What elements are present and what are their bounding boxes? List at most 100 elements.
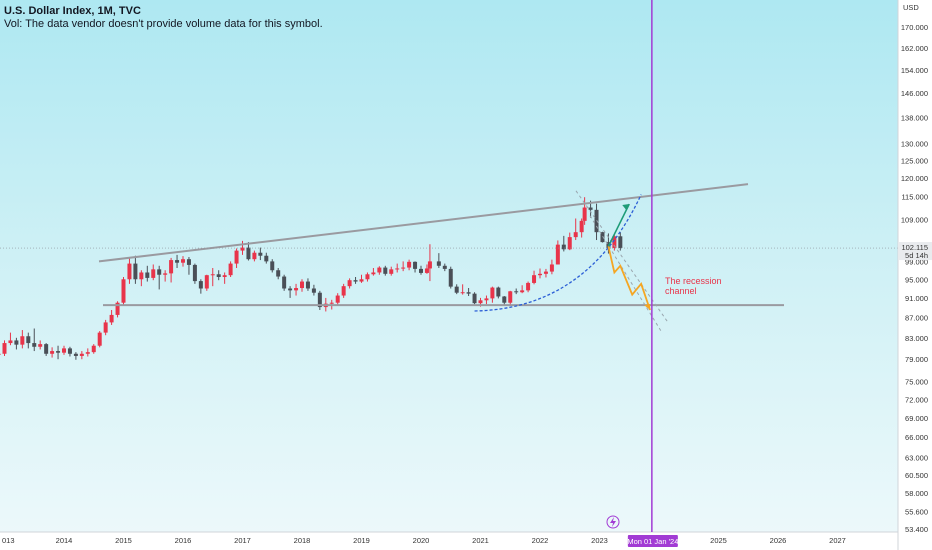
svg-text:5d 14h: 5d 14h bbox=[905, 251, 928, 260]
candle bbox=[347, 278, 352, 289]
candle bbox=[139, 270, 144, 287]
candle bbox=[288, 286, 293, 298]
x-tick-label: 2018 bbox=[294, 536, 311, 545]
candle bbox=[157, 265, 162, 290]
candle bbox=[264, 252, 269, 264]
candle bbox=[121, 276, 126, 306]
candle bbox=[133, 255, 138, 284]
candle bbox=[175, 254, 180, 269]
y-tick-label: 66.000 bbox=[905, 433, 928, 442]
projection-arrow-head bbox=[644, 303, 651, 310]
symbol-title[interactable]: U.S. Dollar Index, 1M, TVC bbox=[4, 5, 141, 17]
x-tick-label: 2017 bbox=[234, 536, 251, 545]
candle bbox=[294, 283, 299, 296]
y-tick-label: 154.000 bbox=[901, 66, 928, 75]
candle bbox=[532, 270, 537, 285]
y-tick-label: 120.000 bbox=[901, 174, 928, 183]
candle bbox=[579, 218, 584, 238]
candle bbox=[353, 276, 358, 284]
candle bbox=[169, 257, 174, 283]
x-tick-label: 013 bbox=[2, 536, 15, 545]
candle bbox=[186, 257, 191, 275]
candle bbox=[50, 347, 55, 358]
candle bbox=[234, 248, 239, 269]
candle bbox=[582, 197, 587, 225]
candle bbox=[490, 286, 495, 303]
y-tick-label: 58.000 bbox=[905, 489, 928, 498]
x-tick-label: 2014 bbox=[56, 536, 73, 545]
bullish-arrow-head bbox=[622, 204, 630, 211]
y-axis[interactable]: USD 53.400 55.600 58.000 60.500 63.000 66.000 6… bbox=[897, 0, 932, 550]
candle bbox=[365, 272, 370, 282]
y-tick-label: 79.000 bbox=[905, 355, 928, 364]
candle bbox=[567, 232, 572, 251]
candle bbox=[44, 343, 49, 356]
recession-annotation: The recession channel bbox=[665, 276, 722, 296]
candle bbox=[115, 301, 120, 318]
candle bbox=[276, 268, 281, 280]
candle bbox=[514, 288, 519, 295]
y-tick-label: 83.000 bbox=[905, 334, 928, 343]
lightning-icon[interactable] bbox=[606, 515, 620, 529]
candle bbox=[460, 284, 465, 295]
y-tick-label: 99.000 bbox=[905, 257, 928, 266]
candle bbox=[618, 232, 623, 251]
crosshair-date-label: Mon 01 Jan '24 bbox=[627, 535, 678, 547]
y-tick-label: 91.000 bbox=[905, 294, 928, 303]
candle bbox=[216, 270, 221, 281]
x-tick-label: 2023 bbox=[591, 536, 608, 545]
candle bbox=[240, 240, 245, 255]
candle bbox=[2, 340, 7, 356]
x-tick-label: 2022 bbox=[532, 536, 549, 545]
candle bbox=[163, 270, 168, 282]
candles bbox=[0, 197, 623, 360]
candle bbox=[56, 345, 61, 360]
candle bbox=[38, 340, 43, 350]
candle bbox=[538, 268, 542, 279]
candle bbox=[466, 288, 471, 297]
candle bbox=[79, 351, 84, 360]
candle bbox=[26, 332, 31, 349]
y-tick-label: 146.000 bbox=[901, 89, 928, 98]
candle bbox=[103, 319, 108, 336]
drawings: The recession channel bbox=[0, 0, 898, 532]
candle bbox=[198, 279, 203, 294]
volume-note: Vol: The data vendor doesn't provide vol… bbox=[4, 18, 323, 30]
candle bbox=[555, 240, 560, 265]
candle bbox=[62, 345, 66, 355]
candle bbox=[395, 263, 400, 273]
candle bbox=[97, 331, 102, 348]
y-tick-label: 109.000 bbox=[901, 216, 928, 225]
currency-label: USD bbox=[903, 3, 919, 12]
candle bbox=[496, 286, 501, 299]
y-tick-label: 87.000 bbox=[905, 313, 928, 322]
candle bbox=[145, 265, 150, 282]
candle bbox=[282, 274, 287, 291]
x-tick-label: 2026 bbox=[770, 536, 787, 545]
candle bbox=[270, 259, 275, 273]
y-tick-label: 138.000 bbox=[901, 113, 928, 122]
candle bbox=[427, 244, 432, 282]
x-tick-label: 2027 bbox=[829, 536, 846, 545]
candle bbox=[573, 218, 578, 241]
candle bbox=[32, 328, 37, 352]
candle bbox=[14, 337, 19, 350]
candle bbox=[454, 284, 459, 295]
candle bbox=[448, 266, 453, 289]
y-tick-label: 130.000 bbox=[901, 139, 928, 148]
candle bbox=[484, 295, 489, 305]
candle bbox=[502, 296, 507, 305]
x-tick-label: 2021 bbox=[472, 536, 489, 545]
candle bbox=[389, 266, 394, 276]
y-tick-label: 75.000 bbox=[905, 378, 928, 387]
candle bbox=[359, 274, 364, 283]
candle bbox=[8, 332, 13, 346]
candle bbox=[151, 264, 156, 281]
candle bbox=[407, 259, 412, 271]
candle bbox=[252, 250, 257, 262]
resistance-trendline bbox=[98, 183, 749, 263]
y-tick-label: 72.000 bbox=[905, 395, 928, 404]
